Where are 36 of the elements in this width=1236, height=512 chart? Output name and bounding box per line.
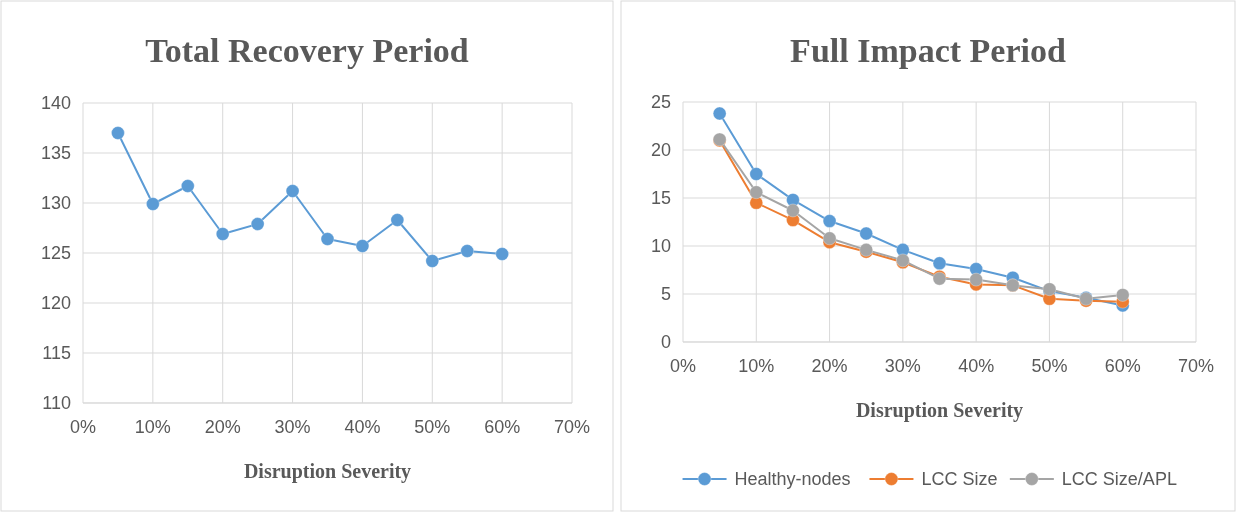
x-tick-label: 10% bbox=[738, 356, 775, 376]
x-tick-label: 40% bbox=[344, 417, 381, 437]
chart-title: Total Recovery Period bbox=[145, 32, 469, 69]
y-tick-label: 5 bbox=[660, 284, 671, 305]
y-tick-label: 135 bbox=[40, 143, 71, 164]
legend-label: LCC Size/APL bbox=[1061, 469, 1177, 490]
y-tick-label: 10 bbox=[650, 236, 671, 257]
x-tick-label: 60% bbox=[1104, 356, 1141, 376]
x-tick-label: 30% bbox=[274, 417, 311, 437]
y-tick-label: 25 bbox=[650, 92, 671, 113]
y-tick-label: 20 bbox=[650, 140, 671, 161]
x-tick-label: 20% bbox=[811, 356, 848, 376]
y-tick-label: 15 bbox=[650, 188, 671, 209]
y-tick-label: 120 bbox=[40, 293, 71, 314]
x-axis-title: Disruption Severity bbox=[855, 399, 1024, 422]
x-tick-label: 0% bbox=[69, 417, 97, 437]
x-tick-label: 30% bbox=[884, 356, 921, 376]
x-tick-label: 50% bbox=[1031, 356, 1068, 376]
x-tick-label: 0% bbox=[669, 356, 697, 376]
y-tick-label: 140 bbox=[40, 93, 71, 114]
legend-label: Healthy-nodes bbox=[734, 469, 851, 490]
y-tick-label: 125 bbox=[40, 243, 71, 264]
y-tick-label: 130 bbox=[40, 193, 71, 214]
y-tick-label: 0 bbox=[660, 332, 671, 353]
x-tick-label: 70% bbox=[553, 417, 591, 437]
y-tick-label: 115 bbox=[42, 343, 71, 364]
legend-label: LCC Size bbox=[921, 469, 998, 490]
x-tick-label: 50% bbox=[414, 417, 451, 437]
x-tick-label: 60% bbox=[484, 417, 521, 437]
x-tick-label: 40% bbox=[958, 356, 995, 376]
x-axis-title: Disruption Severity bbox=[243, 460, 412, 483]
x-tick-label: 20% bbox=[204, 417, 241, 437]
chart-title: Full Impact Period bbox=[790, 32, 1066, 69]
x-tick-label: 10% bbox=[134, 417, 171, 437]
x-tick-label: 70% bbox=[1177, 356, 1215, 376]
y-tick-label: 110 bbox=[42, 393, 71, 414]
